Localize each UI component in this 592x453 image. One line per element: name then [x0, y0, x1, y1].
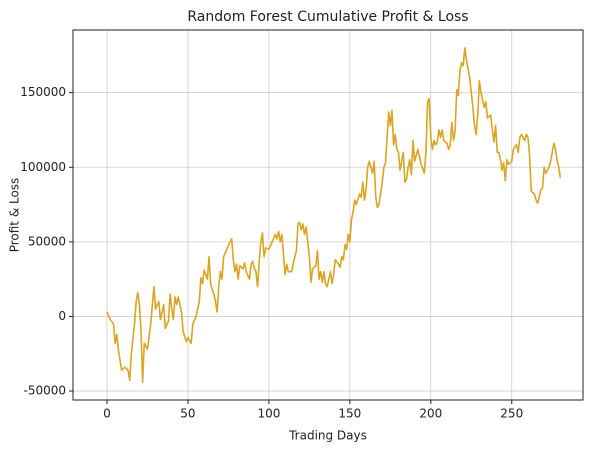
plot-frame: [72, 29, 584, 401]
x-tick-label: 0: [103, 407, 111, 421]
y-tick-label: 150000: [20, 85, 66, 99]
x-tick-label: 250: [500, 407, 523, 421]
grid: [73, 30, 583, 400]
x-axis-label: Trading Days: [288, 429, 367, 443]
y-tick-label: -50000: [23, 384, 66, 398]
chart-title: Random Forest Cumulative Profit & Loss: [187, 9, 468, 25]
y-axis-label: Profit & Loss: [8, 178, 22, 253]
x-tick-label: 150: [338, 407, 361, 421]
x-tick-label: 50: [180, 407, 195, 421]
y-tick-label: 50000: [28, 234, 66, 248]
plot: [106, 47, 562, 383]
y-tick-label: 100000: [20, 160, 66, 174]
line: [106, 47, 562, 383]
x-tick-label: 100: [257, 407, 280, 421]
x-tick-label: 200: [419, 407, 442, 421]
y-tick-label: 0: [58, 309, 66, 323]
